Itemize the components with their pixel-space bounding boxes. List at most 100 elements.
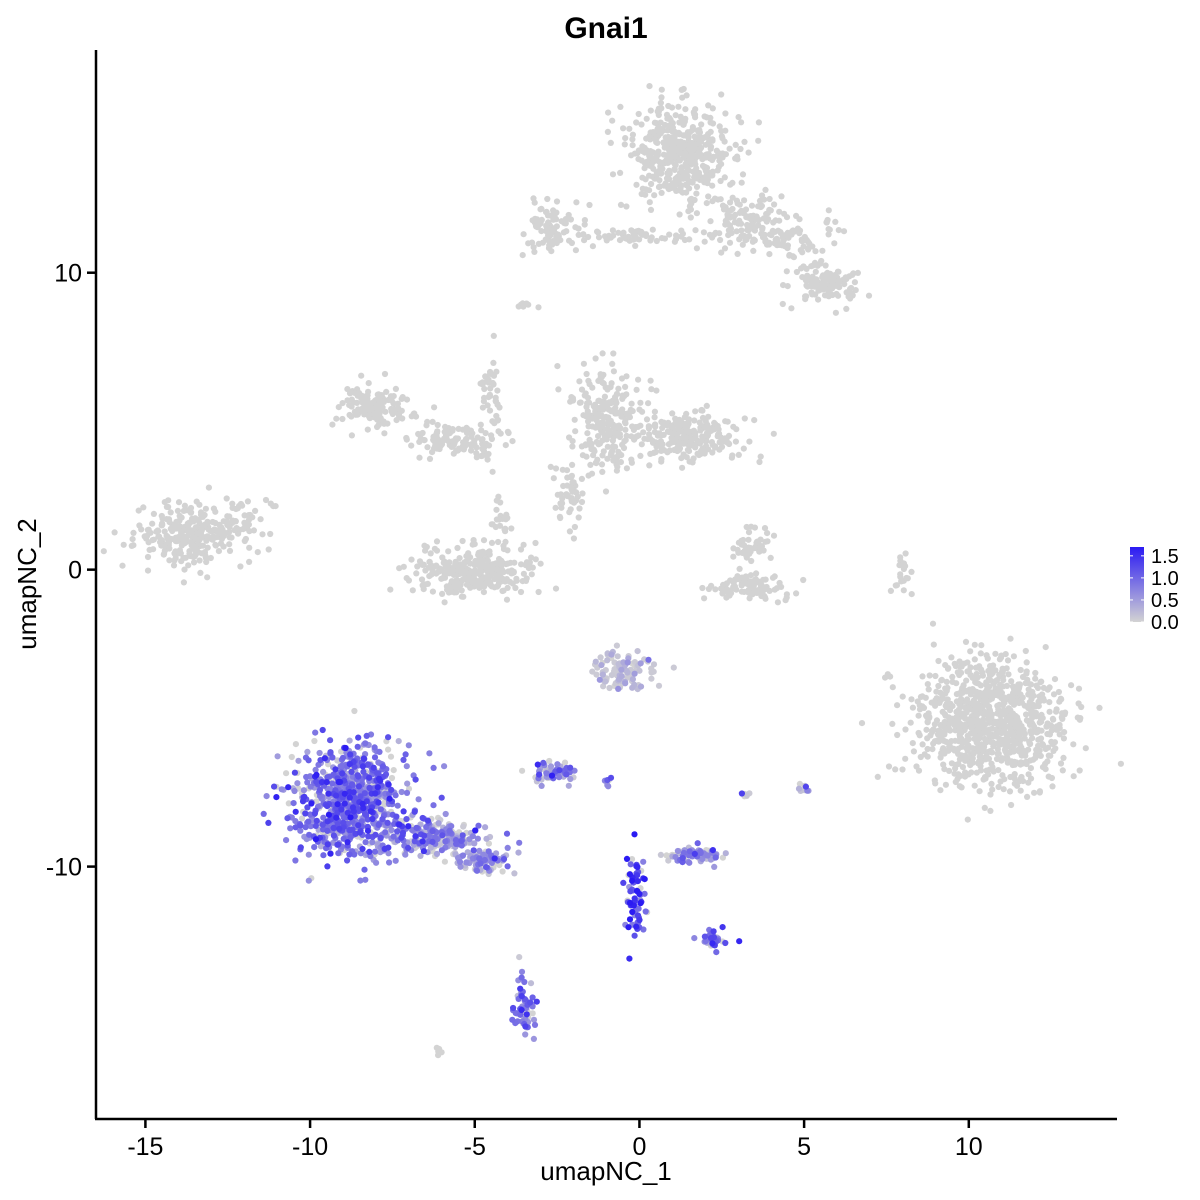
cell-point — [618, 375, 626, 382]
cell-point — [1037, 752, 1044, 760]
cell-point — [609, 360, 616, 367]
cell-point — [475, 549, 482, 557]
cell-point — [316, 786, 323, 794]
cell-point — [274, 753, 281, 760]
x-tick-label: 10 — [955, 1133, 983, 1161]
cell-point — [620, 125, 627, 132]
cell-point — [751, 417, 758, 424]
cell-point — [442, 423, 449, 430]
cell-point — [1027, 681, 1034, 688]
cell-point — [696, 419, 703, 426]
cell-point — [1006, 714, 1013, 722]
cell-point — [915, 712, 922, 719]
cell-point — [285, 800, 292, 807]
cell-point — [978, 742, 985, 749]
cell-point — [704, 180, 711, 187]
cell-point — [691, 443, 699, 450]
cell-point — [585, 423, 592, 430]
cell-point — [784, 229, 791, 236]
cell-point — [463, 859, 470, 866]
cell-point — [597, 654, 604, 661]
cell-point — [494, 387, 501, 394]
cell-point — [518, 561, 525, 568]
cell-point — [444, 566, 451, 573]
cell-point — [523, 300, 530, 307]
cell-point — [236, 502, 243, 510]
cell-point — [602, 678, 609, 685]
cell-point — [898, 578, 905, 585]
cell-point — [982, 736, 990, 744]
cell-point — [144, 567, 152, 574]
cell-point — [933, 688, 940, 695]
cell-point — [356, 829, 363, 836]
cell-point — [316, 749, 323, 757]
cell-point — [779, 300, 786, 308]
cell-point — [754, 215, 761, 222]
cell-point — [273, 794, 280, 801]
colorbar-label: 0.0 — [1151, 612, 1179, 634]
cell-point — [601, 393, 609, 400]
cell-point — [385, 781, 392, 788]
cell-point — [330, 771, 337, 778]
cell-point — [295, 757, 302, 764]
cell-point — [933, 717, 941, 724]
cell-point — [700, 229, 708, 236]
cell-point — [130, 529, 137, 537]
cell-point — [185, 522, 192, 530]
cell-point — [355, 734, 362, 741]
cell-point — [681, 132, 689, 139]
cell-point — [1020, 747, 1027, 755]
cell-point — [333, 792, 340, 799]
cell-point — [612, 394, 619, 401]
cell-point — [938, 750, 945, 757]
cell-point — [297, 822, 304, 829]
cell-point — [1010, 733, 1017, 740]
cell-point — [647, 206, 655, 213]
cell-point — [371, 411, 378, 418]
cell-point — [783, 591, 791, 598]
cell-point — [851, 279, 859, 286]
cell-point — [1042, 745, 1049, 753]
cell-point — [689, 127, 696, 134]
cell-point — [357, 877, 364, 884]
cell-point — [609, 227, 617, 234]
cell-point — [978, 642, 985, 649]
cell-point — [625, 924, 632, 931]
cell-point — [642, 231, 650, 238]
cell-point — [617, 201, 625, 208]
cell-point — [667, 123, 674, 130]
cell-point — [172, 555, 179, 562]
cell-point — [486, 407, 494, 414]
cell-point — [480, 549, 487, 557]
cell-point — [493, 506, 500, 513]
cell-point — [327, 737, 334, 744]
cell-point — [405, 844, 412, 852]
cell-point — [745, 149, 752, 156]
cell-point — [390, 767, 397, 774]
cell-point — [699, 433, 706, 440]
cell-point — [120, 541, 127, 548]
cell-point — [381, 370, 389, 378]
cell-point — [591, 448, 598, 455]
cell-point — [458, 837, 465, 845]
cell-point — [1032, 675, 1039, 682]
cell-point — [586, 201, 593, 209]
cell-point — [569, 479, 576, 486]
cell-point — [423, 422, 430, 429]
cell-point — [1022, 647, 1029, 655]
cell-point — [717, 236, 724, 244]
cell-point — [633, 923, 640, 930]
cell-point — [330, 824, 337, 832]
cell-point — [492, 397, 499, 404]
cell-point — [445, 548, 452, 555]
cell-point — [981, 774, 989, 781]
cell-point — [278, 786, 285, 793]
cell-point — [297, 844, 304, 851]
cell-point — [683, 164, 690, 171]
cell-point — [753, 539, 760, 547]
cell-point — [636, 406, 643, 413]
cell-point — [205, 484, 212, 491]
cell-point — [969, 755, 976, 762]
cell-point — [438, 847, 445, 854]
cell-point — [718, 91, 725, 98]
